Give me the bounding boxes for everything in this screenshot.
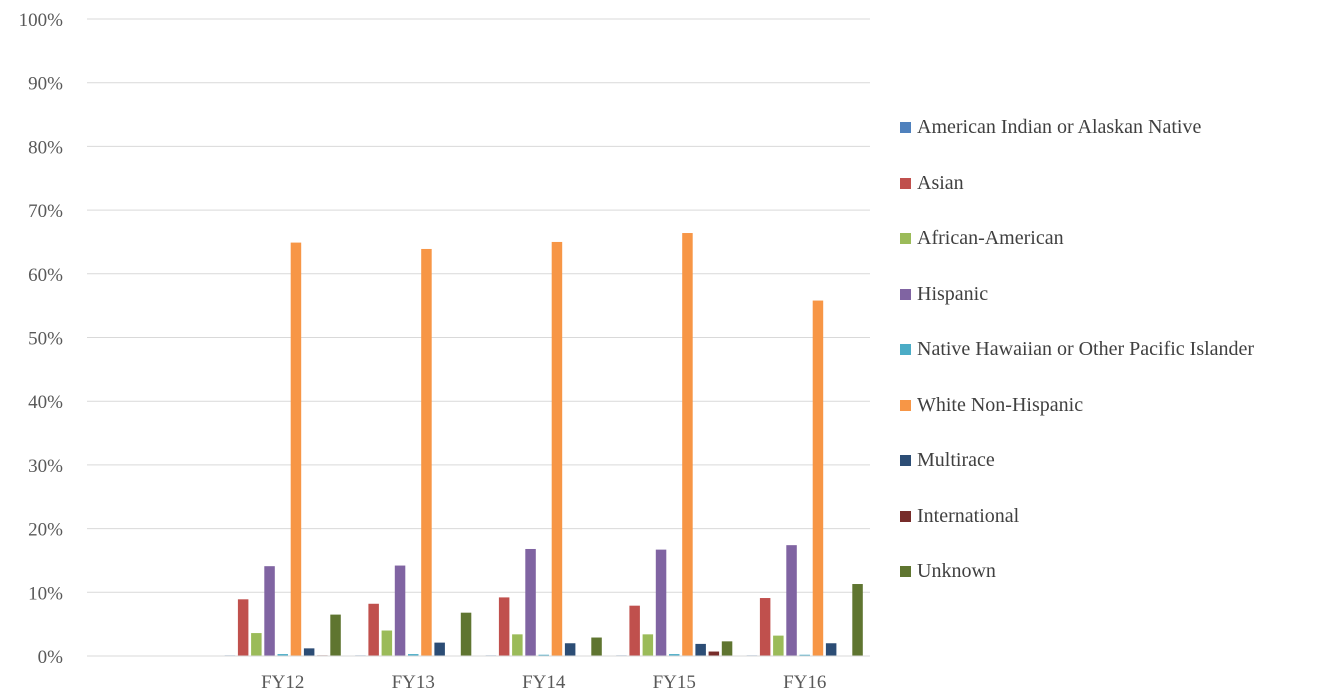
bar	[421, 248, 432, 656]
bar	[629, 605, 640, 656]
bar	[721, 641, 733, 656]
legend-item: White Non-Hispanic	[900, 378, 1254, 434]
legend-label: International	[917, 504, 1020, 527]
bar	[381, 630, 393, 656]
y-tick-label: 70%	[28, 201, 63, 222]
bar	[852, 584, 863, 656]
bar	[538, 654, 549, 656]
gridlines	[87, 18, 870, 593]
bar	[290, 242, 302, 656]
y-tick-label: 10%	[28, 583, 63, 604]
bar	[264, 566, 275, 656]
x-tick-label: FY12	[261, 672, 304, 693]
legend-item: American Indian or Alaskan Native	[900, 100, 1254, 156]
bar	[277, 654, 288, 656]
bar	[408, 654, 419, 656]
bar	[330, 614, 341, 656]
y-axis-tick-labels: 0% 10% 20% 30% 40% 50% 60% 70% 80% 90% 100%	[19, 10, 64, 668]
legend-item: International	[900, 489, 1254, 545]
bar	[251, 633, 262, 656]
legend-item: Unknown	[900, 544, 1254, 600]
legend-swatch	[900, 122, 911, 134]
legend-item: Hispanic	[900, 267, 1254, 323]
bar	[394, 565, 406, 656]
bar	[564, 643, 576, 656]
bar	[759, 598, 771, 656]
legend-label: White Non-Hispanic	[917, 393, 1084, 416]
legend-label: Native Hawaiian or Other Pacific Islande…	[917, 338, 1255, 361]
y-tick-label: 40%	[28, 392, 63, 413]
bar	[695, 643, 706, 656]
legend: American Indian or Alaskan Native Asian Af…	[900, 100, 1254, 600]
bar	[512, 634, 523, 656]
legend-item: African-American	[900, 211, 1254, 267]
bar	[682, 233, 693, 656]
legend-swatch	[900, 177, 911, 189]
bars	[224, 233, 863, 656]
bar	[460, 612, 472, 656]
legend-label: African-American	[917, 227, 1064, 250]
legend-item: Native Hawaiian or Other Pacific Islande…	[900, 322, 1254, 378]
legend-label: Asian	[917, 171, 964, 194]
bar	[498, 597, 510, 656]
bar	[799, 654, 810, 656]
bar-chart: 0%10%20%30%40%50%60%70%80%90%100% FY12 FY…	[19, 10, 870, 693]
legend-swatch	[900, 510, 911, 522]
bar	[655, 549, 667, 656]
bar	[368, 603, 379, 656]
legend-label: American Indian or Alaskan Native	[917, 116, 1202, 139]
y-tick-label: 30%	[28, 456, 63, 477]
bar	[434, 642, 445, 656]
x-tick-label: FY13	[392, 672, 435, 693]
bar	[825, 643, 837, 656]
bar	[708, 651, 720, 656]
x-axis-tick-labels: FY12 FY13 FY14 FY15 FY16	[261, 672, 826, 693]
bar	[237, 599, 249, 656]
y-tick-label: 100%	[19, 10, 64, 31]
x-tick-label: FY15	[653, 672, 696, 693]
legend-swatch	[900, 399, 911, 411]
legend-swatch	[900, 344, 911, 356]
x-tick-label: FY14	[522, 672, 566, 693]
y-tick-label: 60%	[28, 265, 63, 286]
bar	[525, 548, 536, 656]
legend-swatch	[900, 566, 911, 578]
bar	[303, 648, 315, 656]
bar	[812, 300, 824, 656]
y-tick-label: 0%	[38, 647, 64, 668]
bar	[669, 654, 680, 656]
legend-item: Asian	[900, 156, 1254, 212]
y-tick-label: 80%	[28, 137, 63, 158]
y-tick-label: 50%	[28, 329, 63, 350]
legend-label: Multirace	[917, 449, 995, 472]
bar	[591, 637, 602, 656]
bar	[551, 241, 563, 656]
bar	[642, 634, 654, 656]
legend-swatch	[900, 455, 911, 467]
legend-label: Unknown	[917, 560, 996, 583]
y-tick-label: 20%	[28, 520, 63, 541]
bar	[773, 635, 784, 656]
legend-label: Hispanic	[917, 282, 989, 305]
legend-swatch	[900, 233, 911, 245]
x-tick-label: FY16	[783, 672, 826, 693]
legend-swatch	[900, 288, 911, 300]
y-tick-label: 90%	[28, 74, 63, 95]
bar	[786, 545, 797, 656]
legend-item: Multirace	[900, 433, 1254, 489]
